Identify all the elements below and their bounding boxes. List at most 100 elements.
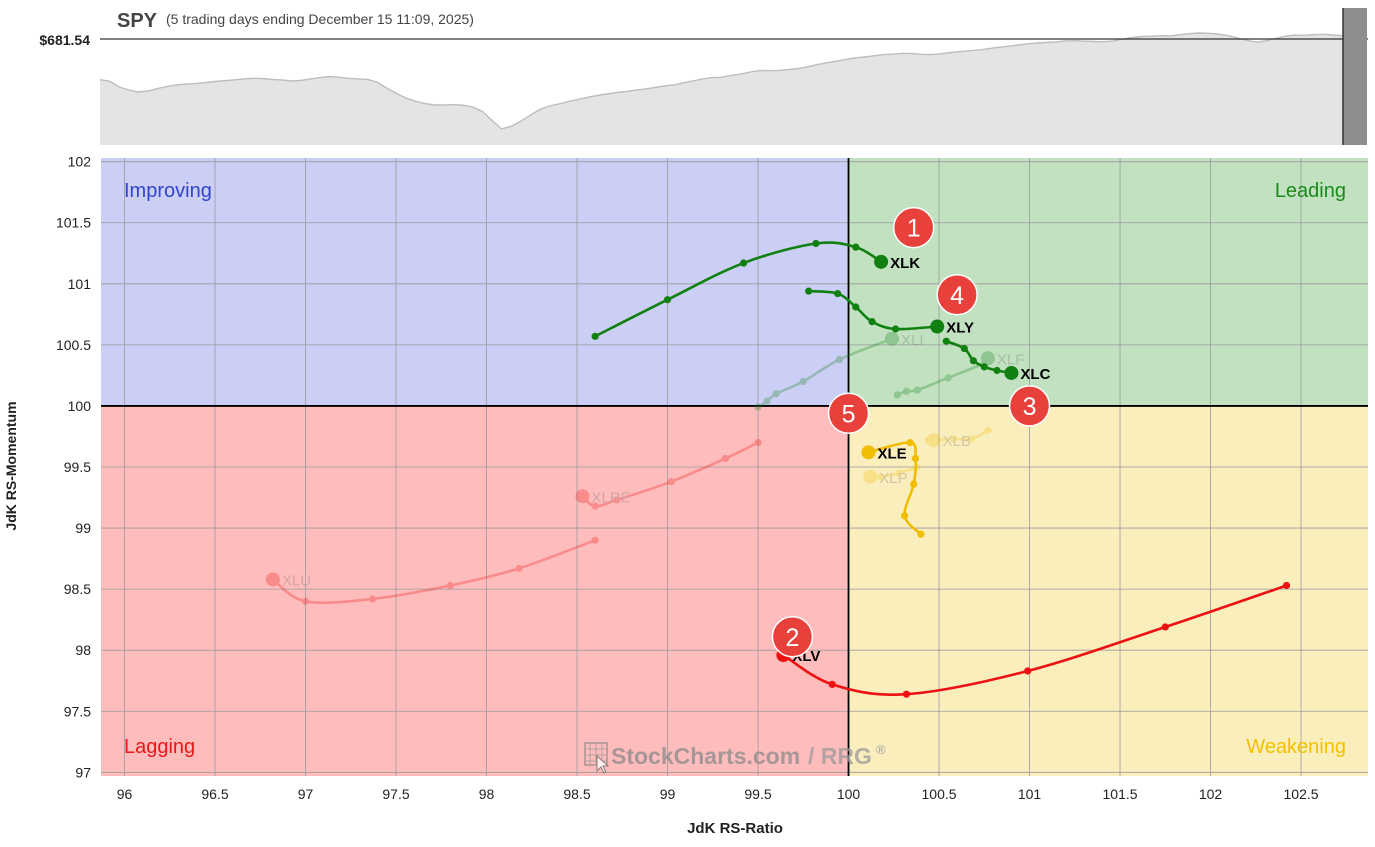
rrg-plot: Improving Leading Lagging Weakening Stoc…: [101, 158, 1368, 776]
y-tick-label: 99: [75, 520, 91, 536]
tail-point: [949, 435, 958, 443]
tail-line: [927, 429, 989, 442]
quadrant-label-improving: Improving: [124, 180, 212, 202]
x-tick-label: 97: [298, 786, 314, 802]
tail-point: [667, 478, 675, 486]
callout-number: 2: [785, 624, 799, 652]
tail-point: [942, 337, 950, 345]
tail-xlk[interactable]: XLK: [591, 239, 921, 340]
tail-point: [1282, 581, 1291, 590]
tail-point: [835, 355, 844, 364]
tail-xle[interactable]: XLE: [861, 438, 925, 538]
tail-point: [828, 680, 836, 688]
tail-label: XLF: [997, 351, 1025, 368]
quadrant-improving: [101, 158, 849, 406]
y-tick-label: 100: [68, 398, 92, 414]
tail-point: [1161, 623, 1169, 631]
tail-label: XLP: [879, 470, 907, 487]
tail-xly[interactable]: XLY: [805, 287, 974, 337]
quadrant-lagging: [101, 405, 849, 776]
callout-marker: 1: [892, 206, 935, 249]
tail-xlf[interactable]: XLF: [893, 351, 1025, 399]
callout-number: 4: [950, 282, 964, 310]
grid-lines: [101, 158, 1368, 776]
y-tick-label: 101: [68, 276, 92, 292]
tail-point: [866, 473, 874, 481]
y-tick-label: 101.5: [56, 215, 91, 231]
tail-point: [754, 438, 762, 447]
tail-point: [906, 438, 914, 447]
watermark-registered: ®: [876, 742, 886, 757]
tail-point: [812, 239, 820, 248]
x-tick-label: 102.5: [1284, 786, 1319, 802]
tail-point: [911, 454, 920, 463]
y-tick-label: 100.5: [56, 337, 91, 353]
x-tick-label: 96: [117, 786, 133, 802]
tail-point: [799, 377, 807, 386]
tail-point: [968, 435, 976, 443]
x-tick-label: 101: [1018, 786, 1042, 802]
tail-point: [852, 303, 860, 311]
y-tick-label: 97.5: [64, 703, 91, 719]
tail-head: [874, 254, 889, 269]
tail-point: [944, 374, 952, 382]
x-tick-label: 102: [1199, 786, 1223, 802]
tail-head: [926, 433, 941, 448]
tail-point: [910, 480, 918, 488]
callout-markers: 1 2 3 4 5: [771, 206, 1051, 658]
stockcharts-logo-icon: [584, 742, 610, 774]
tail-line: [896, 357, 990, 397]
tail-point: [893, 391, 902, 399]
tail-point: [763, 397, 771, 405]
quadrant-leading: [848, 158, 1368, 406]
watermark-brand: StockCharts.com: [611, 743, 800, 769]
tail-point: [901, 512, 909, 520]
callout-number: 1: [907, 215, 921, 243]
y-tick-label: 98.5: [64, 581, 91, 597]
tail-point: [754, 403, 762, 411]
y-axis-ticks: 97 97.5 98 98.5 99 99.5 100 100.5 101 101.5 102: [56, 154, 91, 781]
tail-point: [852, 243, 860, 251]
tail-xlp[interactable]: XLP: [863, 463, 921, 487]
x-tick-label: 99: [660, 786, 676, 802]
quadrant-weakening: [848, 405, 1368, 776]
tail-point: [446, 581, 454, 590]
callout-marker: 2: [771, 616, 814, 658]
tail-point: [864, 473, 873, 481]
spy-area-fill: [100, 33, 1343, 145]
tail-label: XLC: [1020, 366, 1050, 383]
y-tick-label: 98: [75, 642, 91, 658]
tail-point: [969, 357, 978, 365]
callout-marker: 5: [827, 392, 870, 435]
tail-label: XLU: [282, 572, 311, 589]
tail-point: [591, 536, 599, 544]
tail-xli[interactable]: XLI: [754, 331, 923, 411]
tail-point: [924, 436, 932, 444]
tail-label: XLRE: [591, 489, 630, 506]
y-axis-label: JdK RS-Momentum: [3, 401, 19, 530]
tail-line: [581, 441, 759, 508]
tail-point: [891, 325, 900, 333]
tail-point: [980, 363, 988, 371]
x-tick-label: 96.5: [201, 786, 228, 802]
tail-point: [902, 387, 911, 395]
tail-xlv[interactable]: XLV: [776, 581, 1291, 698]
spy-symbol: SPY: [117, 10, 158, 32]
watermark-product: / RRG: [808, 743, 872, 769]
center-lines: [101, 158, 1368, 776]
tail-xlb[interactable]: XLB: [924, 426, 992, 450]
tail-xlre[interactable]: XLRE: [575, 438, 762, 510]
tail-point: [877, 473, 885, 481]
tail-point: [663, 296, 672, 304]
tail-xlu[interactable]: XLU: [265, 536, 599, 605]
tail-head: [884, 331, 899, 346]
x-tick-label: 101.5: [1103, 786, 1138, 802]
callout-number: 3: [1023, 393, 1037, 421]
spy-price-panel: SPY (5 trading days ending December 15 1…: [39, 8, 1368, 145]
callout-number: 5: [842, 400, 856, 428]
tail-point: [613, 496, 621, 504]
tail-point: [902, 690, 911, 698]
tail-point: [895, 469, 903, 477]
tail-xlc[interactable]: XLC: [942, 337, 1051, 383]
